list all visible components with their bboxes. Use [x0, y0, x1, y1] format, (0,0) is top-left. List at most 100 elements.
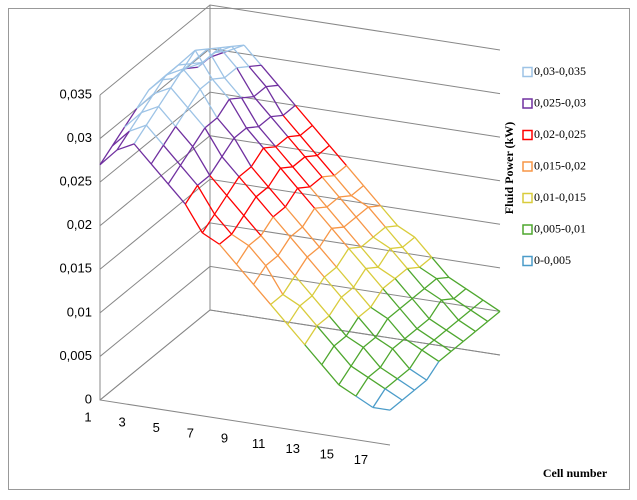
surface-segment — [133, 124, 147, 145]
surface-segment — [236, 67, 255, 97]
surface-segment — [277, 84, 296, 106]
surface-segment — [248, 66, 267, 88]
y-tick-label: 0 — [85, 391, 92, 406]
surface-segment — [238, 166, 252, 178]
surface-segment — [207, 47, 220, 50]
surface-segment — [282, 104, 296, 116]
y-tick-label: 0,015 — [59, 261, 92, 276]
surface-segment — [294, 275, 313, 297]
surface-segment — [221, 156, 240, 178]
surface-segment — [219, 233, 233, 245]
surface-segment — [321, 174, 335, 178]
surface-segment — [194, 49, 213, 80]
surface-segment — [338, 384, 357, 397]
surface-segment — [401, 389, 415, 401]
surface-segment — [328, 145, 347, 167]
surface-segment — [438, 350, 452, 362]
surface-segment — [270, 304, 289, 325]
grid-line — [99, 178, 501, 270]
surface-segment — [111, 126, 125, 147]
surface-segment — [409, 349, 423, 370]
surface-segment — [197, 174, 211, 186]
surface-segment — [333, 345, 352, 367]
surface-segment — [362, 346, 381, 368]
surface-segment — [404, 328, 418, 340]
surface-segment — [265, 86, 284, 116]
surface-segment — [374, 318, 389, 338]
surface-segment — [421, 339, 435, 351]
surface-segment — [336, 266, 355, 288]
surface-segment — [248, 235, 262, 247]
surface-segment — [326, 196, 340, 208]
surface-segment — [421, 349, 440, 362]
surface-segment — [316, 315, 330, 327]
surface-segment — [387, 308, 401, 320]
surface-segment — [190, 61, 203, 65]
surface-segment — [340, 286, 355, 298]
surface-segment — [195, 48, 208, 51]
surface-segment — [243, 215, 262, 237]
surface-segment — [328, 296, 342, 317]
surface-segment — [141, 105, 159, 114]
surface-segment — [275, 136, 289, 148]
surface-segment — [419, 266, 437, 280]
grid-line — [99, 91, 501, 183]
surface-segment — [350, 195, 369, 208]
surface-segment — [306, 256, 325, 278]
surface-segment — [158, 106, 177, 127]
surface-segment — [248, 64, 262, 68]
surface-segment — [470, 299, 484, 311]
surface-segment — [440, 299, 459, 321]
y-tick-label: 0,035 — [59, 86, 92, 101]
surface-segment — [333, 175, 352, 197]
surface-segment — [314, 206, 327, 209]
surface-segment — [360, 246, 379, 268]
surface-segment — [265, 265, 284, 295]
y-tick-label: 0,01 — [67, 304, 92, 319]
surface-segment — [231, 46, 250, 67]
surface-segment — [243, 196, 257, 216]
surface-segment — [229, 97, 242, 100]
surface-segment — [235, 263, 255, 285]
surface-segment — [304, 325, 318, 345]
surface-segment — [355, 206, 369, 218]
surface-segment — [353, 268, 367, 288]
x-tick-label: 17 — [354, 452, 368, 467]
y-tick-label: 0,025 — [59, 174, 92, 189]
surface-segment — [392, 348, 411, 370]
surface-segment — [162, 126, 177, 146]
surface-segment — [128, 112, 143, 132]
legend-swatch — [522, 224, 533, 235]
surface-segment — [301, 226, 320, 248]
grid-line — [99, 265, 501, 357]
surface-segment — [136, 89, 150, 109]
surface-segment — [350, 365, 369, 378]
surface-segment — [367, 206, 386, 228]
surface-segment — [382, 288, 401, 310]
surface-segment — [233, 137, 252, 168]
surface-segment — [436, 278, 455, 300]
x-tick-label: 11 — [252, 436, 266, 451]
surface-segment — [265, 255, 279, 267]
surface-segment — [260, 64, 279, 86]
surface-segment — [333, 165, 347, 177]
surface-segment — [245, 127, 264, 149]
surface-segment — [228, 98, 247, 129]
surface-segment — [316, 325, 335, 347]
surface-segment — [453, 298, 472, 311]
surface-segment — [272, 216, 291, 238]
surface-segment — [365, 266, 379, 270]
surface-segment — [465, 288, 484, 301]
surface-segment — [224, 77, 243, 99]
surface-segment — [153, 87, 172, 95]
surface-segment — [433, 339, 452, 352]
surface-segment — [153, 74, 167, 95]
surface-segment — [345, 316, 359, 337]
surface-segment — [252, 265, 267, 285]
surface-segment — [150, 163, 169, 185]
surface-segment — [263, 146, 276, 149]
grid-line — [99, 4, 501, 96]
x-tick-label: 9 — [221, 431, 228, 446]
surface-segment — [335, 248, 350, 268]
surface-segment — [236, 65, 250, 69]
